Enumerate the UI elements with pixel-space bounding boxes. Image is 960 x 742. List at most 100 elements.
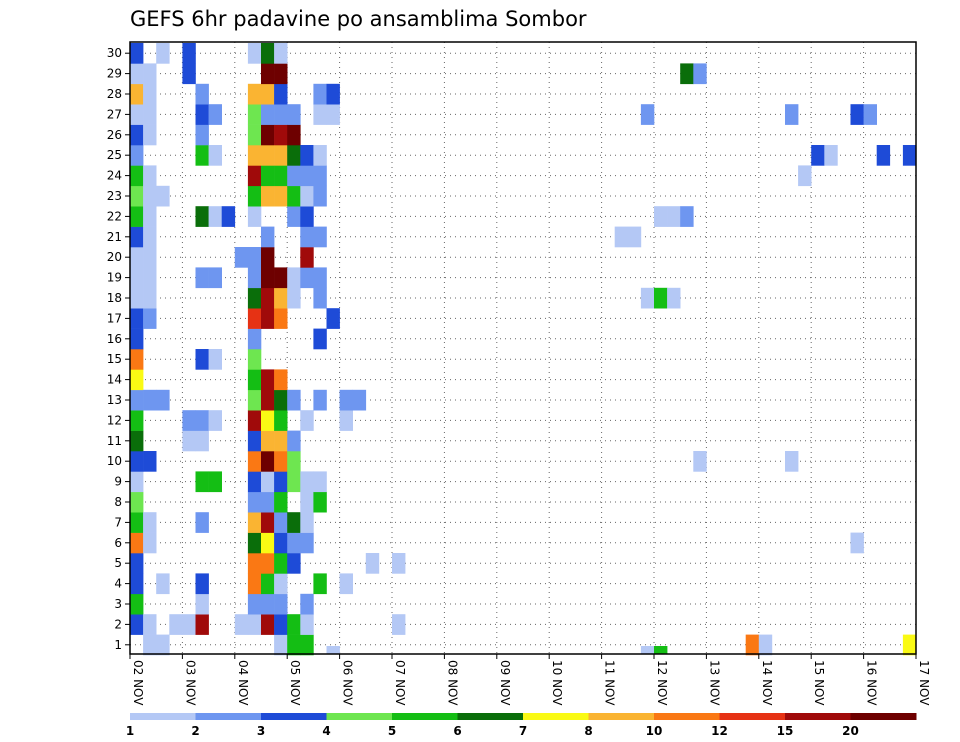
heatmap-cell	[640, 646, 655, 655]
heatmap-cell	[274, 185, 288, 207]
heatmap-cell	[247, 491, 262, 513]
heatmap-cells	[130, 43, 917, 656]
heatmap-cell	[247, 206, 262, 227]
heatmap-cell	[313, 165, 327, 187]
heatmap-cell	[352, 389, 367, 411]
heatmap-cell	[195, 124, 209, 146]
heatmap-cell	[850, 532, 864, 554]
heatmap-cell	[195, 145, 209, 166]
heatmap-cell	[247, 553, 262, 574]
legend-swatch	[130, 713, 196, 720]
heatmap-cell	[261, 471, 275, 493]
legend-label: 5	[388, 724, 396, 738]
heatmap-cell	[130, 63, 144, 85]
heatmap-cell	[274, 369, 288, 391]
heatmap-cell	[247, 124, 262, 146]
heatmap-cell	[195, 593, 209, 615]
y-tick-label: 9	[114, 475, 122, 489]
y-tick-label: 3	[114, 597, 122, 611]
y-tick-label: 23	[107, 189, 122, 203]
heatmap-cell	[654, 206, 668, 227]
heatmap-cell	[195, 471, 209, 493]
heatmap-cell	[143, 287, 157, 309]
heatmap-cell	[143, 185, 157, 207]
heatmap-cell	[143, 614, 157, 635]
heatmap-cell	[274, 308, 288, 329]
heatmap-cell	[300, 491, 314, 513]
legend-swatch	[261, 713, 327, 720]
heatmap-cell	[287, 267, 301, 289]
heatmap-cell	[627, 226, 642, 248]
heatmap-cell	[247, 532, 262, 554]
heatmap-cell	[287, 145, 301, 166]
heatmap-cell	[274, 267, 288, 289]
y-tick-label: 11	[107, 434, 122, 448]
legend-swatch	[719, 713, 786, 720]
y-tick-label: 20	[107, 250, 122, 264]
heatmap-cell	[287, 451, 301, 472]
y-tick-label: 24	[107, 169, 122, 183]
y-tick-label: 12	[107, 413, 122, 427]
heatmap-cell	[261, 451, 275, 472]
heatmap-cell	[182, 614, 196, 635]
heatmap-cell	[339, 410, 353, 431]
heatmap-cell	[313, 83, 327, 105]
heatmap-cell	[274, 451, 288, 472]
heatmap-cell	[247, 573, 262, 595]
y-tick-label: 6	[114, 536, 122, 550]
heatmap-cell	[758, 634, 773, 656]
y-tick-label: 21	[107, 230, 122, 244]
heatmap-cell	[313, 185, 327, 207]
legend-label: 3	[257, 724, 265, 738]
heatmap-cell	[261, 614, 275, 635]
heatmap-cell	[130, 451, 144, 472]
heatmap-cell	[300, 410, 314, 431]
heatmap-cell	[274, 165, 288, 187]
heatmap-cell	[313, 491, 327, 513]
legend-label: 2	[191, 724, 199, 738]
legend-swatch	[326, 713, 393, 720]
legend-swatch	[392, 713, 458, 720]
heatmap-cell	[313, 389, 327, 411]
heatmap-cell	[234, 247, 249, 268]
heatmap-cell	[313, 471, 327, 493]
legend-swatch	[588, 713, 655, 720]
heatmap-cell	[313, 573, 327, 595]
heatmap-cell	[326, 308, 340, 329]
y-tick-label: 4	[114, 577, 122, 591]
heatmap-cell	[326, 83, 340, 105]
heatmap-cell	[680, 206, 694, 227]
heatmap-cell	[247, 308, 262, 329]
heatmap-cell	[287, 206, 301, 227]
heatmap-cell	[300, 593, 314, 615]
heatmap-cell	[287, 532, 301, 554]
x-tick-label: 04 NOV	[236, 660, 250, 706]
heatmap-cell	[130, 593, 144, 615]
heatmap-cell	[130, 471, 144, 493]
y-tick-label: 16	[107, 332, 122, 346]
heatmap-cell	[261, 185, 275, 207]
heatmap-cell	[143, 267, 157, 289]
heatmap-cell	[247, 328, 262, 350]
legend-swatch	[523, 713, 589, 720]
heatmap-cell	[392, 553, 406, 574]
legend-label: 15	[777, 724, 794, 738]
x-tick-label: 03 NOV	[183, 660, 197, 706]
heatmap-cell	[824, 145, 838, 166]
heatmap-cell	[247, 83, 262, 105]
heatmap-cell	[130, 145, 144, 166]
x-tick-label: 11 NOV	[603, 660, 617, 706]
legend-swatch	[654, 713, 720, 720]
heatmap-cell	[261, 267, 275, 289]
legend-label: 1	[126, 724, 134, 738]
heatmap-cell	[274, 104, 288, 125]
heatmap-cell	[130, 614, 144, 635]
legend-swatch	[195, 713, 262, 720]
heatmap-cell	[169, 614, 183, 635]
heatmap-cell	[693, 63, 707, 85]
heatmap-cell	[261, 145, 275, 166]
heatmap-cell	[313, 287, 327, 309]
heatmap-cell	[274, 532, 288, 554]
heatmap-cell	[143, 451, 157, 472]
y-tick-label: 1	[114, 638, 122, 652]
